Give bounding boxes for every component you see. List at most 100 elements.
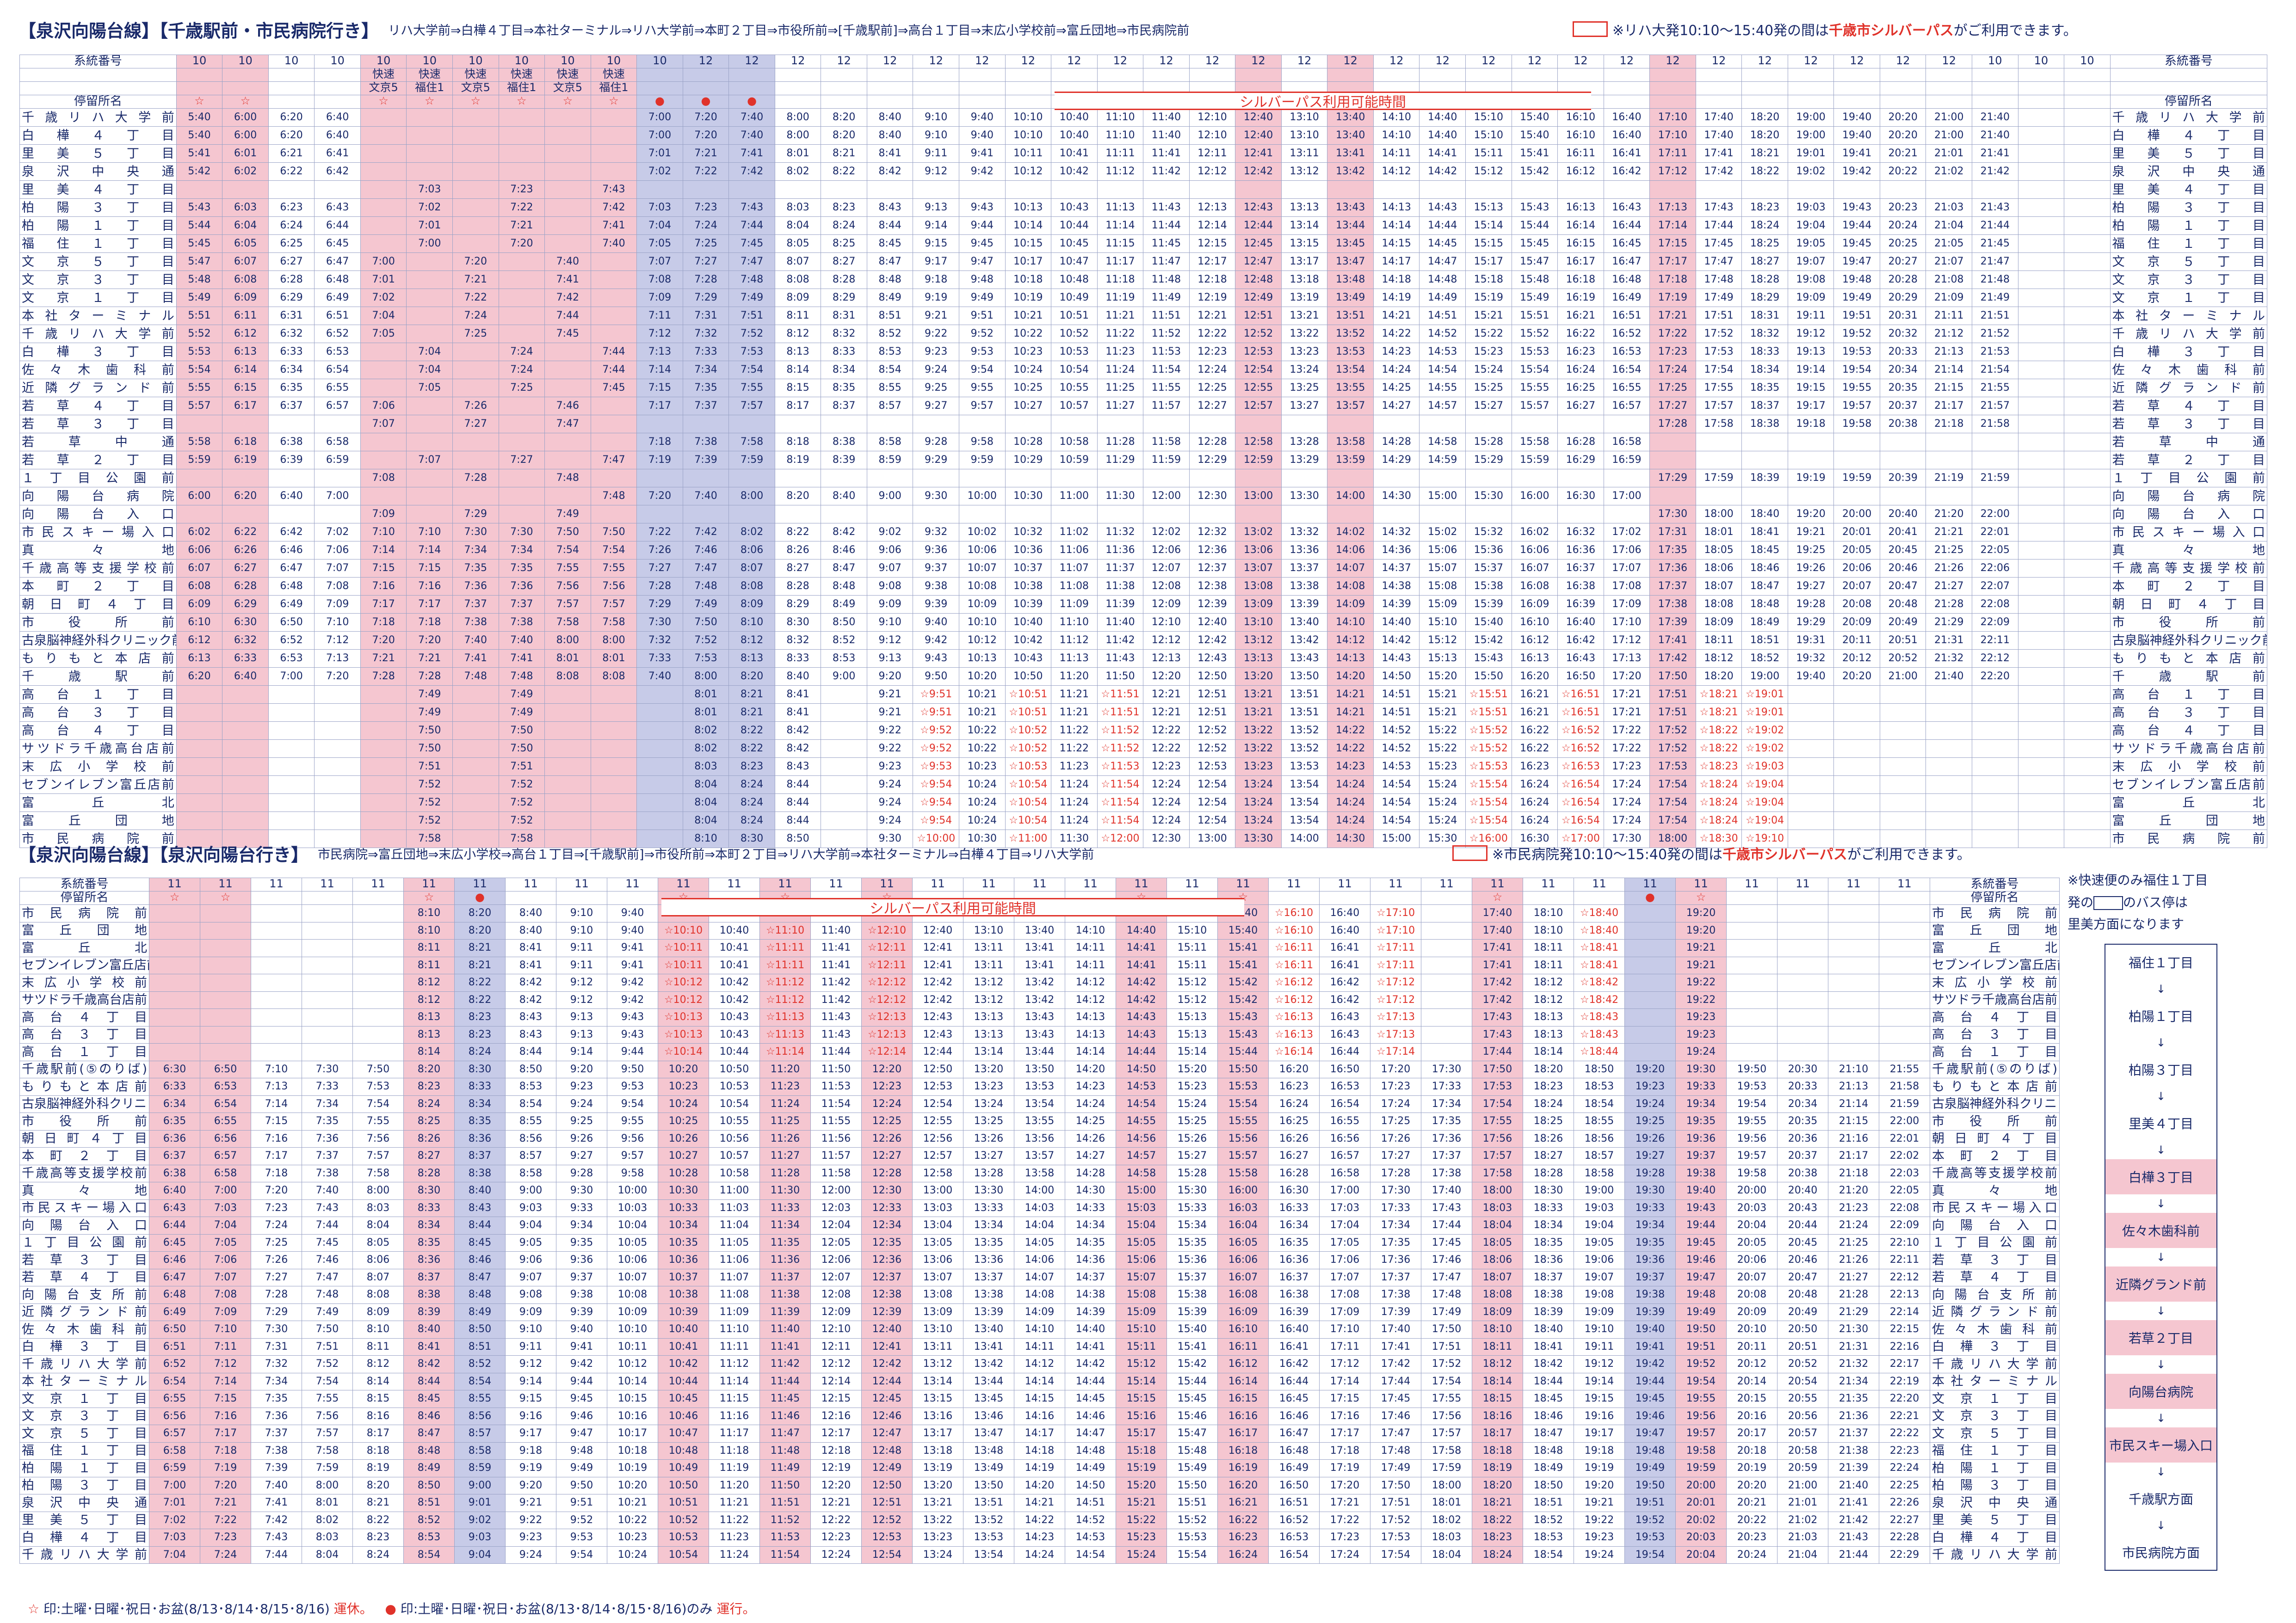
table-row: 市役所前 6:10 6:30 6:50 7:10 7:18 7:18 7:38 7:38 7:58… — [19, 613, 2268, 632]
stop-name-right: 白樺４丁目 — [2110, 126, 2268, 145]
time-cell: 22:13 — [1879, 1286, 1930, 1304]
time-cell: 20:23 — [1879, 198, 1926, 217]
time-cell — [1051, 180, 1098, 199]
time-cell: 6:47 — [314, 252, 361, 271]
time-cell: ☆11:52 — [1097, 721, 1144, 740]
time-cell: ☆11:54 — [1097, 793, 1144, 812]
time-cell: 17:25 — [1649, 379, 1696, 397]
time-cell: 17:14 — [1649, 216, 1696, 235]
blank — [607, 891, 658, 905]
time-cell — [1189, 505, 1236, 523]
express-origin — [866, 81, 913, 95]
time-cell: 13:28 — [1281, 433, 1328, 451]
time-cell: 8:33 — [403, 1199, 455, 1217]
time-cell — [728, 415, 775, 433]
time-cell: 8:13 — [403, 1026, 455, 1044]
time-cell: 16:58 — [1603, 433, 1650, 451]
time-cell: 14:06 — [1014, 1251, 1065, 1269]
table-row: 文京３丁目 5:48 6:08 6:28 6:48 7:01 7:21 7:41 7:08 7:2… — [19, 270, 2268, 289]
time-cell: 10:37 — [658, 1268, 709, 1286]
time-cell — [314, 469, 361, 487]
time-cell: 8:46 — [821, 541, 867, 559]
time-cell: ☆15:53 — [1465, 757, 1512, 776]
time-cell: 8:29 — [774, 595, 821, 614]
time-cell: 18:34 — [1741, 361, 1788, 379]
time-cell: 16:23 — [1511, 757, 1558, 776]
time-cell: 7:46 — [682, 541, 729, 559]
time-cell: 17:51 — [1421, 1338, 1472, 1356]
time-cell: 7:30 — [498, 523, 545, 541]
time-cell: ☆11:13 — [759, 1026, 811, 1044]
stop-name-right: 千歳高等支援学校前 — [2110, 559, 2268, 578]
time-cell: 8:04 — [774, 216, 821, 235]
time-cell — [360, 757, 407, 776]
time-cell — [1828, 1026, 1879, 1044]
time-cell: 17:42 — [1472, 974, 1523, 992]
time-cell: 16:10 — [1511, 613, 1558, 632]
stop-name-right: 向陽台入口 — [1930, 1217, 2060, 1235]
time-cell: 14:40 — [1116, 922, 1167, 940]
keito-number: 10 — [452, 55, 499, 68]
time-cell — [1373, 469, 1420, 487]
time-cell: 7:27 — [636, 559, 683, 578]
time-cell: 12:23 — [810, 1529, 862, 1547]
time-cell — [1741, 433, 1788, 451]
time-cell: ☆11:11 — [759, 956, 811, 974]
time-cell: 19:21 — [1574, 1494, 1625, 1512]
time-cell: 10:50 — [709, 1060, 760, 1078]
time-cell: 6:55 — [149, 1390, 200, 1408]
express-origin — [222, 81, 269, 95]
time-cell: 8:40 — [774, 667, 821, 686]
time-cell: 21:15 — [1828, 1113, 1879, 1131]
time-cell: 18:20 — [1741, 126, 1788, 145]
side-note-line1: ※快速便のみ福住１丁目 — [2068, 873, 2208, 888]
time-cell: 7:47 — [682, 559, 729, 578]
time-cell — [268, 721, 315, 740]
side-note-line4: 里美方面になります — [2068, 916, 2185, 932]
time-cell: 15:51 — [1167, 1494, 1218, 1512]
time-cell: 12:28 — [861, 1164, 913, 1182]
time-cell: 15:20 — [1419, 667, 1466, 686]
time-cell: 15:10 — [1465, 108, 1512, 127]
time-cell: 8:09 — [774, 289, 821, 307]
time-cell: 14:52 — [1065, 1511, 1116, 1529]
time-cell: 11:53 — [810, 1078, 862, 1096]
time-cell: 10:22 — [607, 1511, 658, 1529]
time-cell — [406, 433, 453, 451]
express-origin: 福住1 — [498, 81, 545, 95]
time-cell: 13:37 — [963, 1268, 1014, 1286]
time-cell: ☆12:11 — [861, 956, 913, 974]
time-cell — [1972, 775, 2018, 794]
time-cell: 8:43 — [774, 757, 821, 776]
arrow-down-icon: ↓ — [2156, 1411, 2166, 1425]
stop-name-right: 高台４丁目 — [1930, 1008, 2060, 1027]
time-cell: 15:45 — [1167, 1390, 1218, 1408]
time-cell: 15:42 — [1217, 991, 1269, 1009]
time-cell: 17:35 — [1370, 1234, 1421, 1252]
keito-number: 11 — [505, 878, 556, 891]
time-cell — [498, 469, 545, 487]
time-cell: 19:08 — [1574, 1286, 1625, 1304]
time-cell: 11:36 — [759, 1251, 811, 1269]
time-cell: 20:46 — [1879, 559, 1926, 578]
time-cell: 7:44 — [544, 307, 591, 325]
time-cell: 7:48 — [452, 667, 499, 686]
keito-number: 11 — [1268, 878, 1320, 891]
time-cell: 14:51 — [1065, 1494, 1116, 1512]
time-cell: 19:17 — [1787, 397, 1834, 415]
time-cell: 16:52 — [1268, 1511, 1320, 1529]
time-cell: 6:34 — [149, 1095, 200, 1113]
time-cell: 8:28 — [774, 577, 821, 596]
time-cell: 9:04 — [505, 1217, 556, 1235]
time-cell — [1972, 793, 2018, 812]
time-cell: 13:54 — [1281, 812, 1328, 830]
blank — [866, 95, 913, 109]
time-cell: 8:02 — [774, 162, 821, 181]
time-cell: 13:40 — [1327, 126, 1374, 145]
time-cell: 7:12 — [200, 1355, 251, 1373]
time-cell: 17:06 — [1603, 541, 1650, 559]
time-cell: 16:25 — [1268, 1113, 1320, 1131]
time-cell: 13:40 — [963, 1321, 1014, 1339]
time-cell: 8:30 — [774, 613, 821, 632]
blank — [1777, 891, 1828, 905]
